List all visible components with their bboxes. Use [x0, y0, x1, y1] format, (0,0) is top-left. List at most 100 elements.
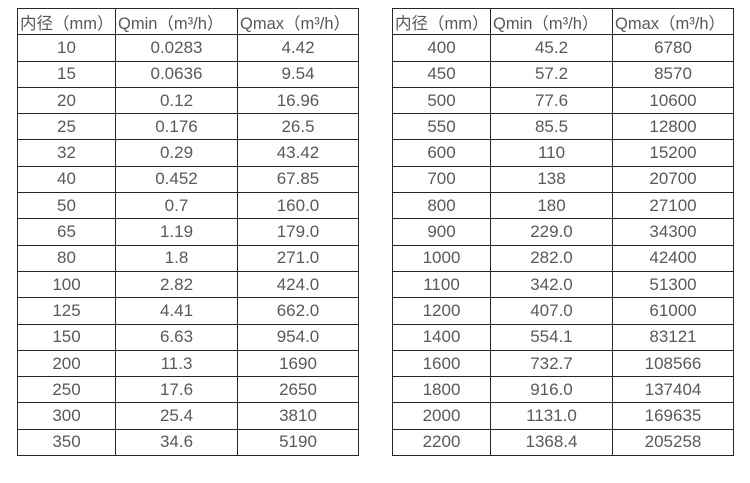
column-header: Qmax（m³/h）: [237, 7, 359, 36]
table-row: 150 6.63 954.0: [17, 323, 359, 351]
table-cell: 20700: [612, 165, 734, 194]
table-row: 10 0.0283 4.42: [17, 34, 359, 62]
table-row: 20 0.12 16.96: [17, 86, 359, 115]
table-cell: 80: [17, 244, 116, 272]
table-cell: 2650: [237, 376, 359, 404]
table-row: 600 110 15200: [392, 139, 734, 167]
table-cell: 10: [17, 34, 116, 62]
table-cell: 27100: [612, 192, 734, 220]
table-cell: 32: [17, 139, 116, 167]
table-row: 250 17.6 2650: [17, 376, 359, 404]
table-cell: 26.5: [237, 113, 359, 141]
table-cell: 179.0: [237, 218, 359, 246]
small-diameter-flow-table: 内径（mm） Qmin（m³/h） Qmax（m³/h） 10 0.0283 4.42 1…: [17, 7, 359, 457]
table-cell: 20: [17, 86, 116, 115]
table-cell: 800: [392, 192, 491, 220]
table-row: 1000 282.0 42400: [392, 244, 734, 272]
large-diameter-flow-table: 内径（mm） Qmin（m³/h） Qmax（m³/h） 400 45.2 6780 45…: [392, 7, 734, 457]
column-header: Qmax（m³/h）: [612, 7, 734, 36]
table-cell: 6780: [612, 34, 734, 62]
table-cell: 17.6: [115, 376, 238, 404]
table-cell: 271.0: [237, 244, 359, 272]
table-cell: 600: [392, 139, 491, 167]
table-row: 50 0.7 160.0: [17, 192, 359, 220]
table-cell: 350: [17, 428, 116, 457]
table-row: 550 85.5 12800: [392, 113, 734, 141]
table-cell: 15200: [612, 139, 734, 167]
column-header: 内径（mm）: [392, 7, 491, 36]
table-row: 200 11.3 1690: [17, 349, 359, 378]
table-row: 1800 916.0 137404: [392, 376, 734, 404]
table-row: 450 57.2 8570: [392, 60, 734, 88]
table-row: 350 34.6 5190: [17, 428, 359, 457]
table-cell: 2000: [392, 402, 491, 430]
table-cell: 67.85: [237, 165, 359, 194]
table-cell: 0.7: [115, 192, 238, 220]
table-row: 内径（mm） Qmin（m³/h） Qmax（m³/h）: [17, 7, 359, 36]
table-row: 80 1.8 271.0: [17, 244, 359, 272]
table-cell: 4.42: [237, 34, 359, 62]
table-cell: 700: [392, 165, 491, 194]
table-row: 40 0.452 67.85: [17, 165, 359, 194]
table-cell: 61000: [612, 297, 734, 325]
table-cell: 8570: [612, 60, 734, 88]
column-header: 内径（mm）: [17, 7, 116, 36]
table-cell: 34300: [612, 218, 734, 246]
table-cell: 150: [17, 323, 116, 351]
table-row: 125 4.41 662.0: [17, 297, 359, 325]
table-row: 2200 1368.4 205258: [392, 428, 734, 457]
table-cell: 1.19: [115, 218, 238, 246]
table-cell: 25: [17, 113, 116, 141]
table-cell: 282.0: [490, 244, 613, 272]
table-cell: 100: [17, 270, 116, 299]
table-row: 25 0.176 26.5: [17, 113, 359, 141]
column-header: Qmin（m³/h）: [115, 7, 238, 36]
table-cell: 16.96: [237, 86, 359, 115]
table-cell: 1131.0: [490, 402, 613, 430]
table-cell: 137404: [612, 376, 734, 404]
table-cell: 12800: [612, 113, 734, 141]
table-row: 32 0.29 43.42: [17, 139, 359, 167]
table-cell: 0.12: [115, 86, 238, 115]
table-cell: 169635: [612, 402, 734, 430]
table-cell: 1400: [392, 323, 491, 351]
table-cell: 250: [17, 376, 116, 404]
table-cell: 15: [17, 60, 116, 88]
table-cell: 138: [490, 165, 613, 194]
table-cell: 2200: [392, 428, 491, 457]
table-row: 400 45.2 6780: [392, 34, 734, 62]
table-cell: 2.82: [115, 270, 238, 299]
table-cell: 10600: [612, 86, 734, 115]
table-cell: 160.0: [237, 192, 359, 220]
table-cell: 5190: [237, 428, 359, 457]
table-cell: 1200: [392, 297, 491, 325]
table-body: 10 0.0283 4.42 15 0.0636 9.54 20 0.12 16.96 25 0.1…: [17, 34, 359, 457]
table-cell: 400: [392, 34, 491, 62]
table-row: 内径（mm） Qmin（m³/h） Qmax（m³/h）: [392, 7, 734, 36]
table-cell: 83121: [612, 323, 734, 351]
table-cell: 0.29: [115, 139, 238, 167]
table-cell: 43.42: [237, 139, 359, 167]
table-cell: 34.6: [115, 428, 238, 457]
table-row: 800 180 27100: [392, 192, 734, 220]
table-cell: 50: [17, 192, 116, 220]
table-cell: 662.0: [237, 297, 359, 325]
table-cell: 57.2: [490, 60, 613, 88]
table-row: 65 1.19 179.0: [17, 218, 359, 246]
table-row: 100 2.82 424.0: [17, 270, 359, 299]
table-header-row: 内径（mm） Qmin（m³/h） Qmax（m³/h）: [392, 7, 734, 36]
table-cell: 916.0: [490, 376, 613, 404]
table-cell: 1368.4: [490, 428, 613, 457]
table-row: 1100 342.0 51300: [392, 270, 734, 299]
table-cell: 229.0: [490, 218, 613, 246]
table-cell: 550: [392, 113, 491, 141]
table-cell: 342.0: [490, 270, 613, 299]
table-cell: 0.452: [115, 165, 238, 194]
table-cell: 1690: [237, 349, 359, 378]
table-cell: 407.0: [490, 297, 613, 325]
table-row: 1600 732.7 108566: [392, 349, 734, 378]
table-cell: 0.0636: [115, 60, 238, 88]
table-row: 1400 554.1 83121: [392, 323, 734, 351]
table-row: 1200 407.0 61000: [392, 297, 734, 325]
